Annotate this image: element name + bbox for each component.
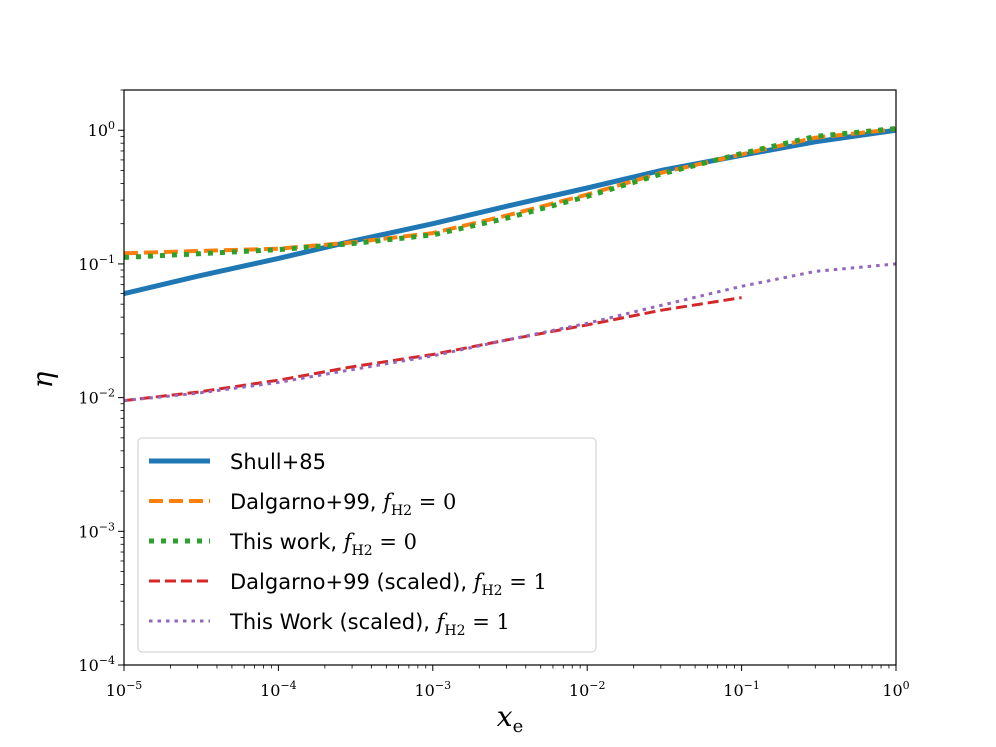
x-tick-label-1: 10−4 [260,679,297,700]
series-line-2 [124,126,896,260]
x-tick-label-3: 10−2 [569,679,606,700]
x-axis-label-sub: e [513,716,524,737]
series-line-4 [124,262,896,403]
series-line-1 [124,127,896,256]
legend-label-4: This Work (scaled), fH2 = 1 [229,610,510,639]
y-axis-label: η [26,371,59,388]
plot-frame [123,89,897,666]
y-tick-label-1: 10−3 [78,520,115,541]
x-tick-label-2: 10−3 [415,679,452,700]
legend-label-1: Dalgarno+99, fH2 = 0 [230,490,456,519]
legend: Shull+85 Dalgarno+99, fH2 = 0 This work, f… [137,437,597,653]
legend-box [137,437,597,653]
x-tick-label-4: 10−1 [723,679,760,700]
series-line-3 [124,296,742,403]
ticks-layer: 10−5 10−4 10−3 10−2 10−1 100 10−4 10−3 10−2 10−1 1… [78,89,910,700]
legend-label-3: Dalgarno+99 (scaled), fH2 = 1 [230,570,547,599]
y-tick-label-3: 10−1 [78,253,115,274]
x-tick-label-0: 10−5 [106,679,143,700]
x-tick-label-5: 100 [882,679,909,700]
legend-label-0: Shull+85 [230,450,326,474]
y-tick-label-4: 100 [88,119,115,140]
x-axis-label: xe [497,700,523,737]
x-axis-label-var: x [497,700,513,733]
y-tick-label-2: 10−2 [78,387,115,408]
series-layer [124,126,896,403]
legend-label-2: This work, fH2 = 0 [229,530,417,559]
y-tick-label-0: 10−4 [78,654,115,675]
